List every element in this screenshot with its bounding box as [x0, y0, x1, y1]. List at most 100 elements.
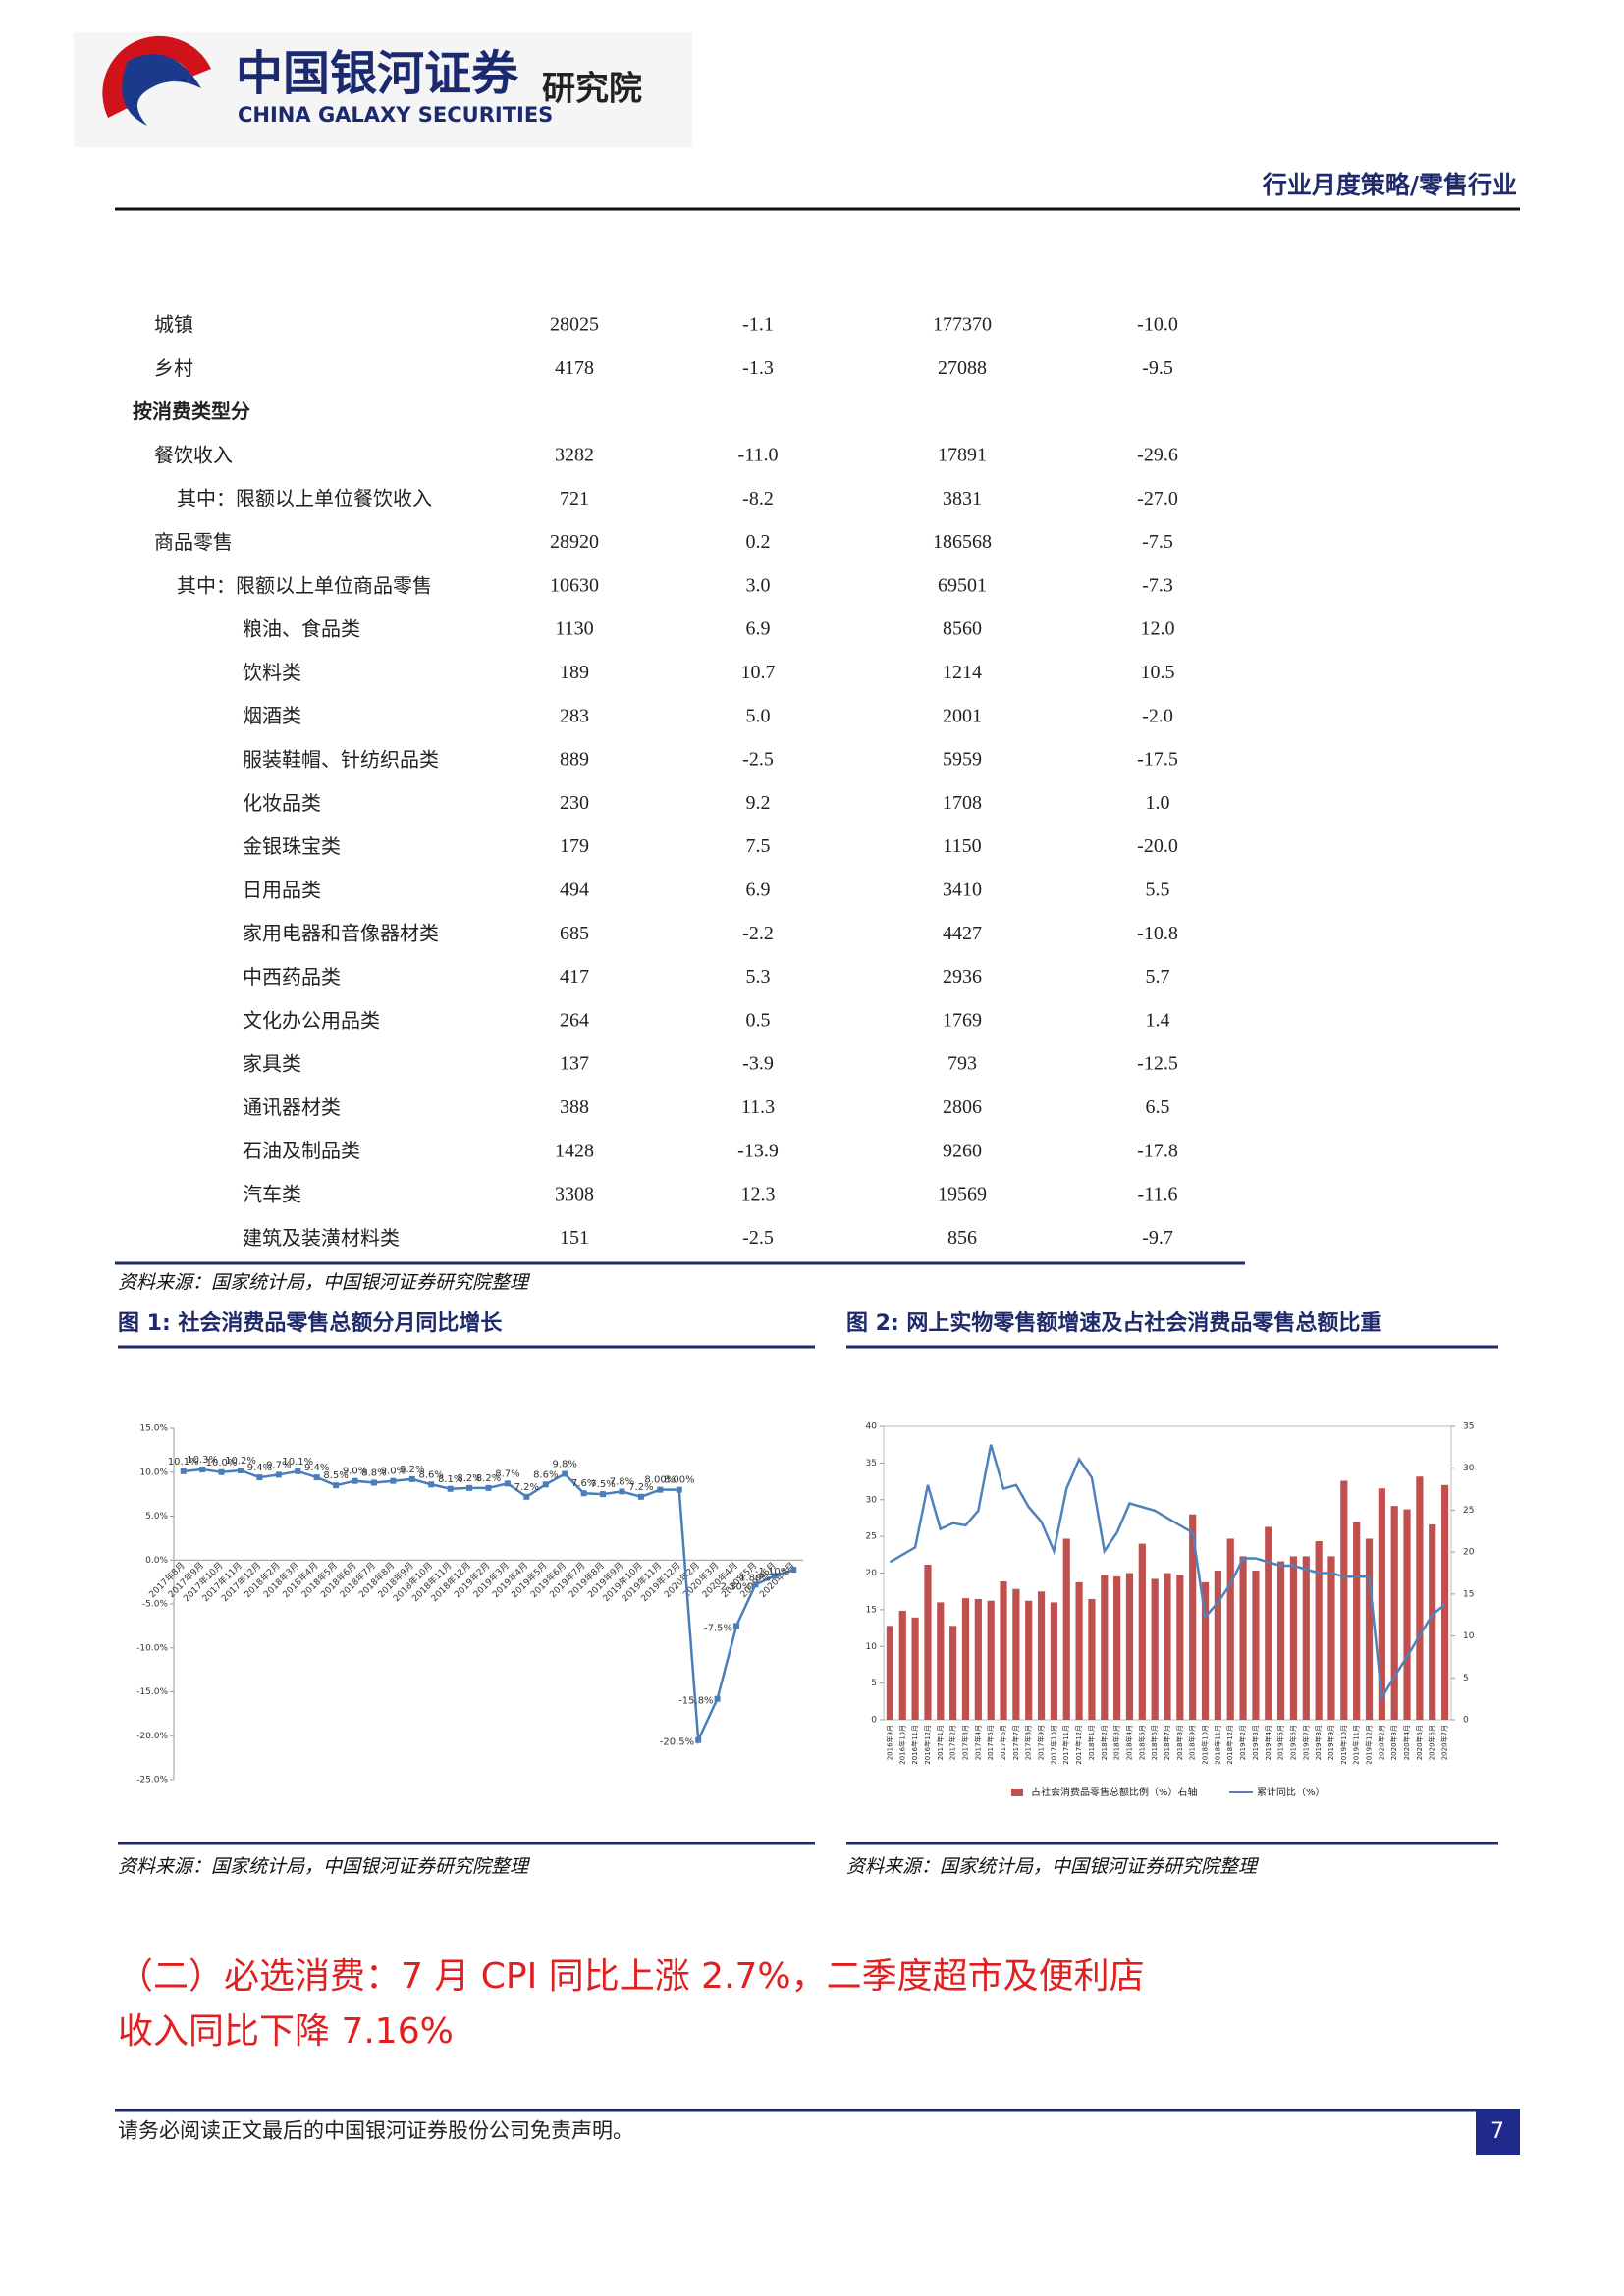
brand-en: CHINA GALAXY SECURITIES [238, 103, 553, 127]
cell: 9.2 [746, 792, 771, 814]
row-label: 饮料类 [243, 661, 301, 684]
cell: 494 [560, 879, 589, 900]
point [771, 1573, 778, 1579]
data-label: 10.3% [187, 1455, 218, 1466]
figure-source: 资料来源：国家统计局，中国银河证券研究院整理 [846, 1856, 1260, 1878]
point [752, 1581, 759, 1588]
cell: 189 [560, 662, 589, 683]
bar [987, 1600, 995, 1720]
row-label: 商品零售 [154, 530, 233, 554]
cell: 6.5 [1146, 1096, 1170, 1118]
y-tick-label: 0.0% [145, 1556, 168, 1566]
page-number: 7 [1490, 2119, 1504, 2144]
x-tick-label: 2019年10月 [1339, 1725, 1348, 1765]
legend-swatch [1011, 1789, 1023, 1796]
data-label: 8.8% [361, 1468, 386, 1478]
cell: 6.9 [746, 879, 771, 900]
y-tick-label: -10.0% [136, 1643, 168, 1653]
y2-tick-label: 35 [1463, 1422, 1474, 1432]
cell: 186568 [933, 531, 992, 553]
point [295, 1468, 301, 1474]
point [733, 1623, 740, 1629]
cell: 19569 [938, 1184, 987, 1205]
row-label: 石油及制品类 [243, 1139, 360, 1162]
x-tick-label: 2019年7月 [1301, 1725, 1310, 1760]
x-tick-label: 2020年2月 [1377, 1725, 1385, 1760]
cell: 721 [560, 488, 589, 509]
point [714, 1695, 721, 1702]
bar [1252, 1570, 1260, 1720]
x-tick-label: 2019年2月 [1238, 1725, 1247, 1760]
row-label: 通讯器材类 [243, 1095, 341, 1119]
point [370, 1479, 377, 1486]
data-label: 7.2% [628, 1482, 653, 1493]
point [313, 1474, 320, 1481]
bar [1176, 1575, 1184, 1720]
bar [1012, 1588, 1020, 1720]
cell: -11.6 [1138, 1184, 1178, 1205]
cell: 11.3 [741, 1096, 775, 1118]
figure-caption: 图 1: 社会消费品零售总额分月同比增长 [118, 1310, 503, 1336]
x-tick-label: 2017年8月 [1024, 1725, 1033, 1760]
x-tick-label: 2018年12月 [1225, 1725, 1234, 1765]
cell: 5.0 [746, 705, 771, 726]
y2-tick-label: 20 [1463, 1548, 1475, 1558]
bar [898, 1610, 906, 1720]
x-tick-label: 2020年5月 [1415, 1725, 1424, 1760]
x-tick-label: 2016年12月 [923, 1725, 932, 1765]
point [542, 1481, 549, 1488]
y-tick-label: -5.0% [142, 1600, 169, 1610]
bar [1403, 1509, 1411, 1720]
data-label: 8.6% [419, 1469, 444, 1480]
point [466, 1484, 473, 1491]
doc-category: 行业月度策略/零售行业 [1262, 171, 1517, 199]
bar [1265, 1526, 1272, 1720]
x-tick-label: 2017年3月 [960, 1725, 969, 1760]
cell: 137 [560, 1053, 589, 1075]
cell: 0.5 [746, 1009, 771, 1031]
y-tick-label: 35 [866, 1459, 877, 1468]
x-tick-label: 2019年6月 [1288, 1725, 1297, 1760]
point [333, 1482, 340, 1489]
cell: 10.7 [741, 662, 776, 683]
data-label: 9.7% [266, 1460, 291, 1470]
cell: 3831 [943, 488, 982, 509]
x-tick-label: 2017年7月 [1011, 1725, 1020, 1760]
data-label: 7.6% [571, 1478, 596, 1489]
data-label: 9.2% [400, 1465, 424, 1475]
cell: 1428 [555, 1140, 594, 1161]
row-label: 建筑及装潢材料类 [243, 1226, 400, 1250]
section-heading: （二）必选消费：7 月 CPI 同比上涨 2.7%，二季度超市及便利店 [118, 1956, 1145, 1997]
cell: -7.5 [1142, 531, 1173, 553]
x-tick-label: 2019年3月 [1251, 1725, 1260, 1760]
row-label: 家用电器和音像器材类 [243, 922, 439, 945]
y2-tick-label: 0 [1463, 1716, 1469, 1726]
cell: 1.4 [1146, 1009, 1170, 1031]
y-tick-label: 5.0% [145, 1512, 168, 1522]
data-label: -2.80% [717, 1581, 751, 1592]
data-label: 8.1% [438, 1474, 462, 1485]
y-tick-label: 25 [866, 1532, 877, 1542]
x-tick-label: 2018年6月 [1150, 1725, 1159, 1760]
x-tick-label: 2017年11月 [1061, 1725, 1070, 1765]
bar [886, 1626, 894, 1720]
logo-blue [122, 54, 201, 126]
cell: -1.1 [742, 314, 774, 336]
cell: 856 [947, 1227, 977, 1249]
bar [949, 1626, 957, 1720]
y2-tick-label: 25 [1463, 1506, 1474, 1516]
cell: -29.6 [1137, 444, 1178, 465]
table-source: 资料来源：国家统计局，中国银河证券研究院整理 [118, 1272, 531, 1294]
data-label: 9.0% [343, 1467, 367, 1477]
data-label: 10.1% [168, 1457, 199, 1468]
bar [1062, 1538, 1070, 1720]
point [390, 1477, 397, 1484]
cell: 417 [560, 966, 589, 988]
row-label: 化妆品类 [243, 791, 321, 815]
point [657, 1486, 664, 1493]
x-tick-label: 2019年12月 [1365, 1725, 1374, 1765]
bar [1277, 1561, 1285, 1720]
cell: -1.3 [742, 357, 774, 379]
cell: 1214 [943, 662, 982, 683]
